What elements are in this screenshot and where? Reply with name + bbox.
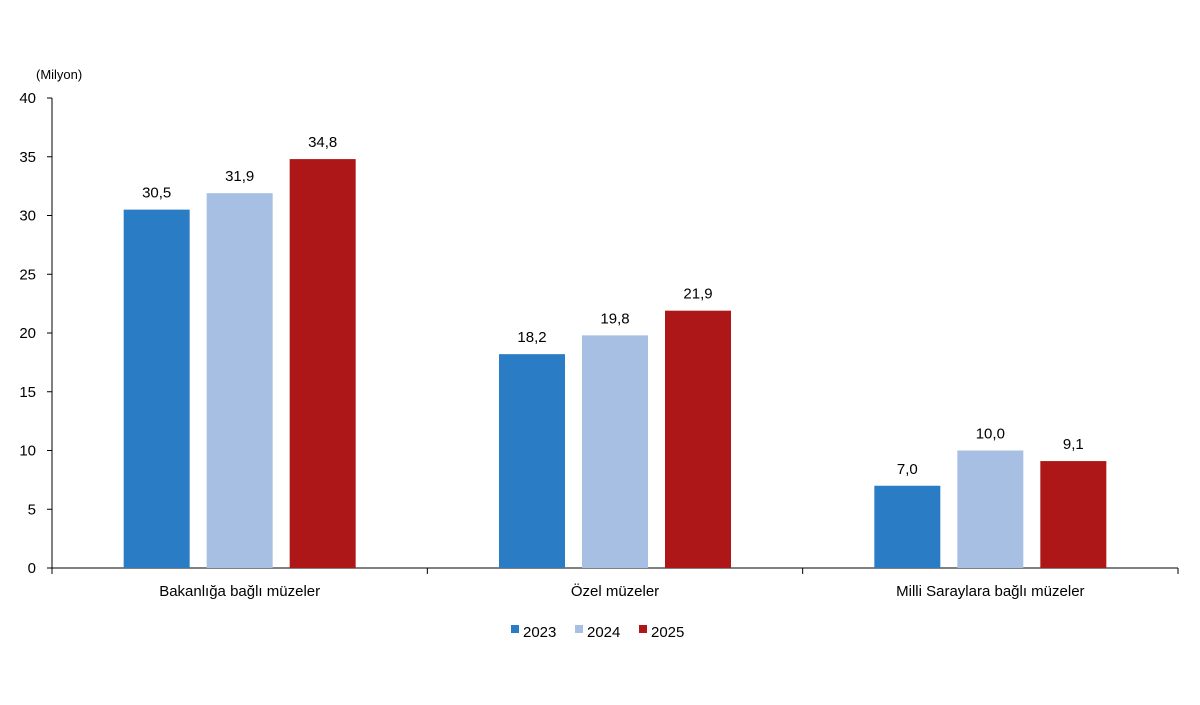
data-label: 21,9 (683, 286, 712, 303)
bar-2025 (665, 310, 731, 568)
y-tick-label: 30 (19, 208, 36, 225)
legend-label: 2025 (651, 624, 684, 641)
x-category-label: Özel müzeler (571, 582, 659, 600)
legend: 2023 2024 2025 (511, 624, 684, 641)
legend-swatch-2025 (639, 625, 647, 633)
bar-2024 (957, 450, 1024, 568)
data-label: 34,8 (308, 134, 337, 151)
bar-2023 (499, 354, 565, 568)
data-label: 31,9 (225, 168, 254, 185)
data-labels: 30,5 31,9 34,8 18,2 19,8 21,9 7,0 10,0 9,1 (142, 134, 1084, 478)
y-tick-label: 40 (19, 90, 36, 107)
data-label: 18,2 (517, 329, 546, 346)
bar-2025 (1040, 461, 1107, 568)
y-tick-label: 10 (19, 443, 36, 460)
data-label: 19,8 (600, 310, 629, 327)
legend-swatch-2023 (511, 625, 519, 633)
data-label: 10,0 (976, 426, 1005, 443)
legend-swatch-2024 (575, 625, 583, 633)
y-axis: 0 5 10 15 20 25 30 35 40 (19, 90, 53, 577)
bars (123, 159, 1107, 569)
data-label: 7,0 (897, 461, 918, 478)
legend-label: 2024 (587, 624, 620, 641)
y-axis-unit-label: (Milyon) (36, 67, 82, 82)
bar-2025 (289, 159, 356, 568)
y-tick-label: 5 (28, 501, 36, 518)
y-tick-label: 15 (19, 384, 36, 401)
bar-2023 (123, 209, 190, 568)
bar-2024 (582, 335, 648, 568)
data-label: 30,5 (142, 185, 171, 202)
x-category-label: Bakanlığa bağlı müzeler (159, 583, 320, 600)
x-category-label: Milli Saraylara bağlı müzeler (896, 583, 1084, 600)
bar-2023 (874, 485, 941, 568)
x-axis: Bakanlığa bağlı müzeler Özel müzeler Milli… (51, 567, 1179, 600)
y-tick-label: 25 (19, 266, 36, 283)
bar-2024 (206, 193, 273, 569)
y-tick-label: 0 (28, 560, 36, 577)
legend-label: 2023 (523, 624, 556, 641)
data-label: 9,1 (1063, 436, 1084, 453)
y-tick-label: 35 (19, 149, 36, 166)
y-tick-label: 20 (19, 325, 36, 342)
